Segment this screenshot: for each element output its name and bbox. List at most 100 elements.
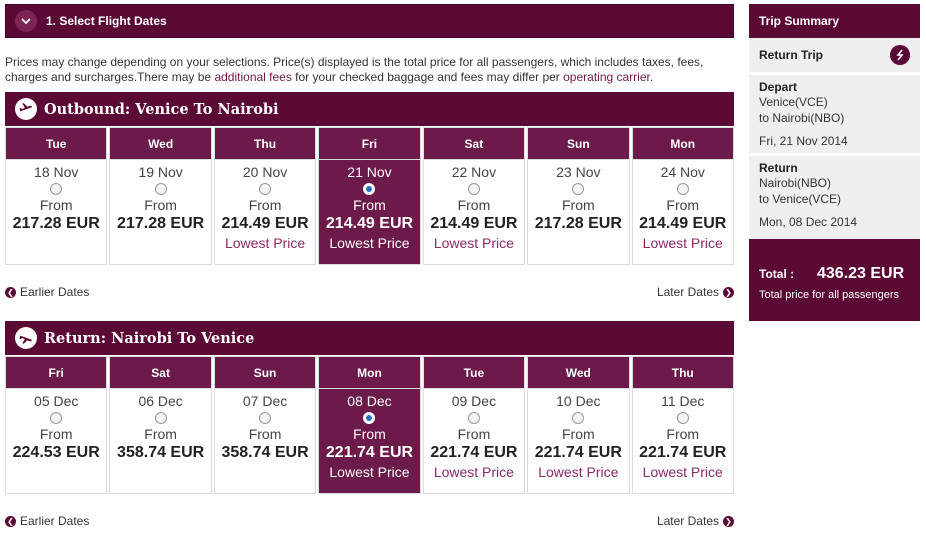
outbound-later-dates-link[interactable]: Later Dates ❯: [657, 285, 734, 299]
return-section: Return: Nairobi To Venice Fri 05 Dec From 2…: [5, 321, 734, 528]
day-radio[interactable]: [50, 412, 63, 424]
earlier-dates-label: Earlier Dates: [20, 285, 90, 299]
from-label: From: [248, 197, 282, 213]
return-day-4[interactable]: Tue 09 Dec From 221.74 EUR Lowest Price: [422, 356, 526, 494]
return-day-0[interactable]: Fri 05 Dec From 224.53 EUR: [5, 356, 108, 494]
day-date: 21 Nov: [347, 164, 392, 180]
day-radio[interactable]: [467, 412, 480, 424]
trip-type-row: Return Trip: [749, 38, 920, 75]
trip-summary-title: Trip Summary: [749, 4, 920, 38]
total-note: Total price for all passengers: [759, 289, 900, 301]
outbound-day-0[interactable]: Tue 18 Nov From 217.28 EUR: [5, 127, 108, 265]
return-to: to Venice(VCE): [759, 192, 842, 206]
day-radio[interactable]: [259, 412, 272, 424]
day-fare: 11 Dec From 221.74 EUR Lowest Price: [633, 389, 733, 482]
from-label: From: [561, 197, 595, 213]
day-radio[interactable]: [363, 183, 376, 195]
day-fare: 23 Nov From 217.28 EUR: [528, 160, 628, 234]
day-radio[interactable]: [676, 412, 689, 424]
additional-fees-link[interactable]: additional fees: [214, 70, 292, 84]
day-price: 224.53 EUR: [12, 444, 100, 461]
step-title: 1. Select Flight Dates: [46, 14, 167, 28]
day-fare: 09 Dec From 221.74 EUR Lowest Price: [424, 389, 524, 482]
day-date: 10 Dec: [556, 393, 601, 409]
day-of-week: Sat: [423, 128, 525, 160]
total-value: 436.23 EUR: [817, 265, 905, 282]
return-day-5[interactable]: Wed 10 Dec From 221.74 EUR Lowest Price: [527, 356, 630, 494]
day-price: 214.49 EUR: [221, 215, 309, 232]
plane-takeoff-icon: [15, 98, 37, 120]
day-of-week: Wed: [110, 128, 211, 160]
return-day-1[interactable]: Sat 06 Dec From 358.74 EUR: [109, 356, 212, 494]
note-text: .: [649, 70, 654, 84]
from-label: From: [144, 197, 177, 213]
day-date: 20 Nov: [242, 164, 288, 180]
day-radio[interactable]: [50, 183, 63, 195]
day-of-week: Mon: [632, 128, 733, 160]
later-dates-label: Later Dates: [656, 514, 719, 528]
depart-summary: Depart Venice(VCE) to Nairobi(NBO) Fri, …: [749, 75, 920, 156]
outbound-earlier-dates-link[interactable]: ❮ Earlier Dates: [5, 285, 89, 299]
outbound-header: Outbound: Venice To Nairobi: [5, 92, 734, 126]
day-date: 09 Dec: [451, 393, 497, 409]
outbound-day-1[interactable]: Wed 19 Nov From 217.28 EUR: [109, 127, 212, 265]
outbound-day-3[interactable]: Fri 21 Nov From 214.49 EUR Lowest Price: [318, 127, 421, 265]
day-date: 24 Nov: [660, 164, 705, 180]
day-of-week: Tue: [6, 128, 107, 160]
return-day-6[interactable]: Thu 11 Dec From 221.74 EUR Lowest Price: [631, 356, 734, 494]
day-of-week: Fri: [6, 357, 107, 389]
day-radio[interactable]: [154, 183, 167, 195]
total-box: Total : 436.23 EUR Total price for all p…: [749, 239, 920, 321]
day-date: 22 Nov: [451, 164, 497, 180]
day-date: 08 Dec: [347, 393, 392, 409]
day-price: 214.49 EUR: [430, 215, 518, 232]
outbound-day-4[interactable]: Sat 22 Nov From 214.49 EUR Lowest Price: [422, 127, 526, 265]
chevron-right-icon: ❯: [723, 286, 734, 298]
return-title: Return: Nairobi To Venice: [44, 329, 255, 347]
depart-label: Depart: [759, 80, 798, 94]
total-label: Total :: [759, 267, 795, 281]
day-price: 217.28 EUR: [117, 215, 205, 232]
day-date: 19 Nov: [138, 164, 183, 180]
day-radio[interactable]: [572, 183, 585, 195]
return-later-dates-link[interactable]: Later Dates ❯: [657, 514, 734, 528]
from-label: From: [457, 197, 491, 213]
day-fare: 21 Nov From 214.49 EUR Lowest Price: [319, 160, 420, 264]
day-price: 217.28 EUR: [534, 215, 622, 232]
day-of-week: Mon: [319, 357, 420, 389]
lowest-price-label: Lowest Price: [224, 235, 306, 251]
day-price: 214.49 EUR: [639, 215, 727, 232]
operating-carrier-link[interactable]: operating carrier: [563, 70, 650, 84]
day-radio[interactable]: [363, 412, 376, 424]
outbound-date-nav: ❮ Earlier Dates Later Dates ❯: [5, 285, 734, 299]
day-fare: 08 Dec From 221.74 EUR Lowest Price: [319, 389, 420, 493]
from-label: From: [39, 197, 73, 213]
day-radio[interactable]: [467, 183, 480, 195]
price-note: Prices may change depending on your sele…: [5, 55, 734, 85]
outbound-day-2[interactable]: Thu 20 Nov From 214.49 EUR Lowest Price: [213, 127, 317, 265]
return-label: Return: [759, 161, 798, 175]
swap-icon[interactable]: [890, 45, 910, 65]
trip-type: Return Trip: [759, 48, 824, 62]
lowest-price-label: Lowest Price: [642, 464, 723, 480]
day-radio[interactable]: [259, 183, 272, 195]
day-radio[interactable]: [676, 183, 689, 195]
return-header: Return: Nairobi To Venice: [5, 321, 734, 355]
return-earlier-dates-link[interactable]: ❮ Earlier Dates: [5, 514, 89, 528]
depart-from: Venice(VCE): [759, 95, 828, 109]
return-day-3[interactable]: Mon 08 Dec From 221.74 EUR Lowest Price: [318, 356, 421, 494]
day-radio[interactable]: [154, 412, 167, 424]
return-day-2[interactable]: Sun 07 Dec From 358.74 EUR: [213, 356, 317, 494]
outbound-day-6[interactable]: Mon 24 Nov From 214.49 EUR Lowest Price: [631, 127, 734, 265]
from-label: From: [666, 426, 700, 442]
day-price: 221.74 EUR: [639, 444, 727, 461]
step-header[interactable]: 1. Select Flight Dates: [5, 4, 734, 38]
day-date: 05 Dec: [34, 393, 79, 409]
outbound-day-5[interactable]: Sun 23 Nov From 217.28 EUR: [527, 127, 630, 265]
day-price: 358.74 EUR: [117, 444, 205, 461]
chevron-down-icon[interactable]: [15, 10, 37, 32]
day-radio[interactable]: [572, 412, 585, 424]
lowest-price-label: Lowest Price: [433, 464, 514, 480]
day-fare: 18 Nov From 217.28 EUR: [6, 160, 106, 234]
from-label: From: [561, 426, 595, 442]
